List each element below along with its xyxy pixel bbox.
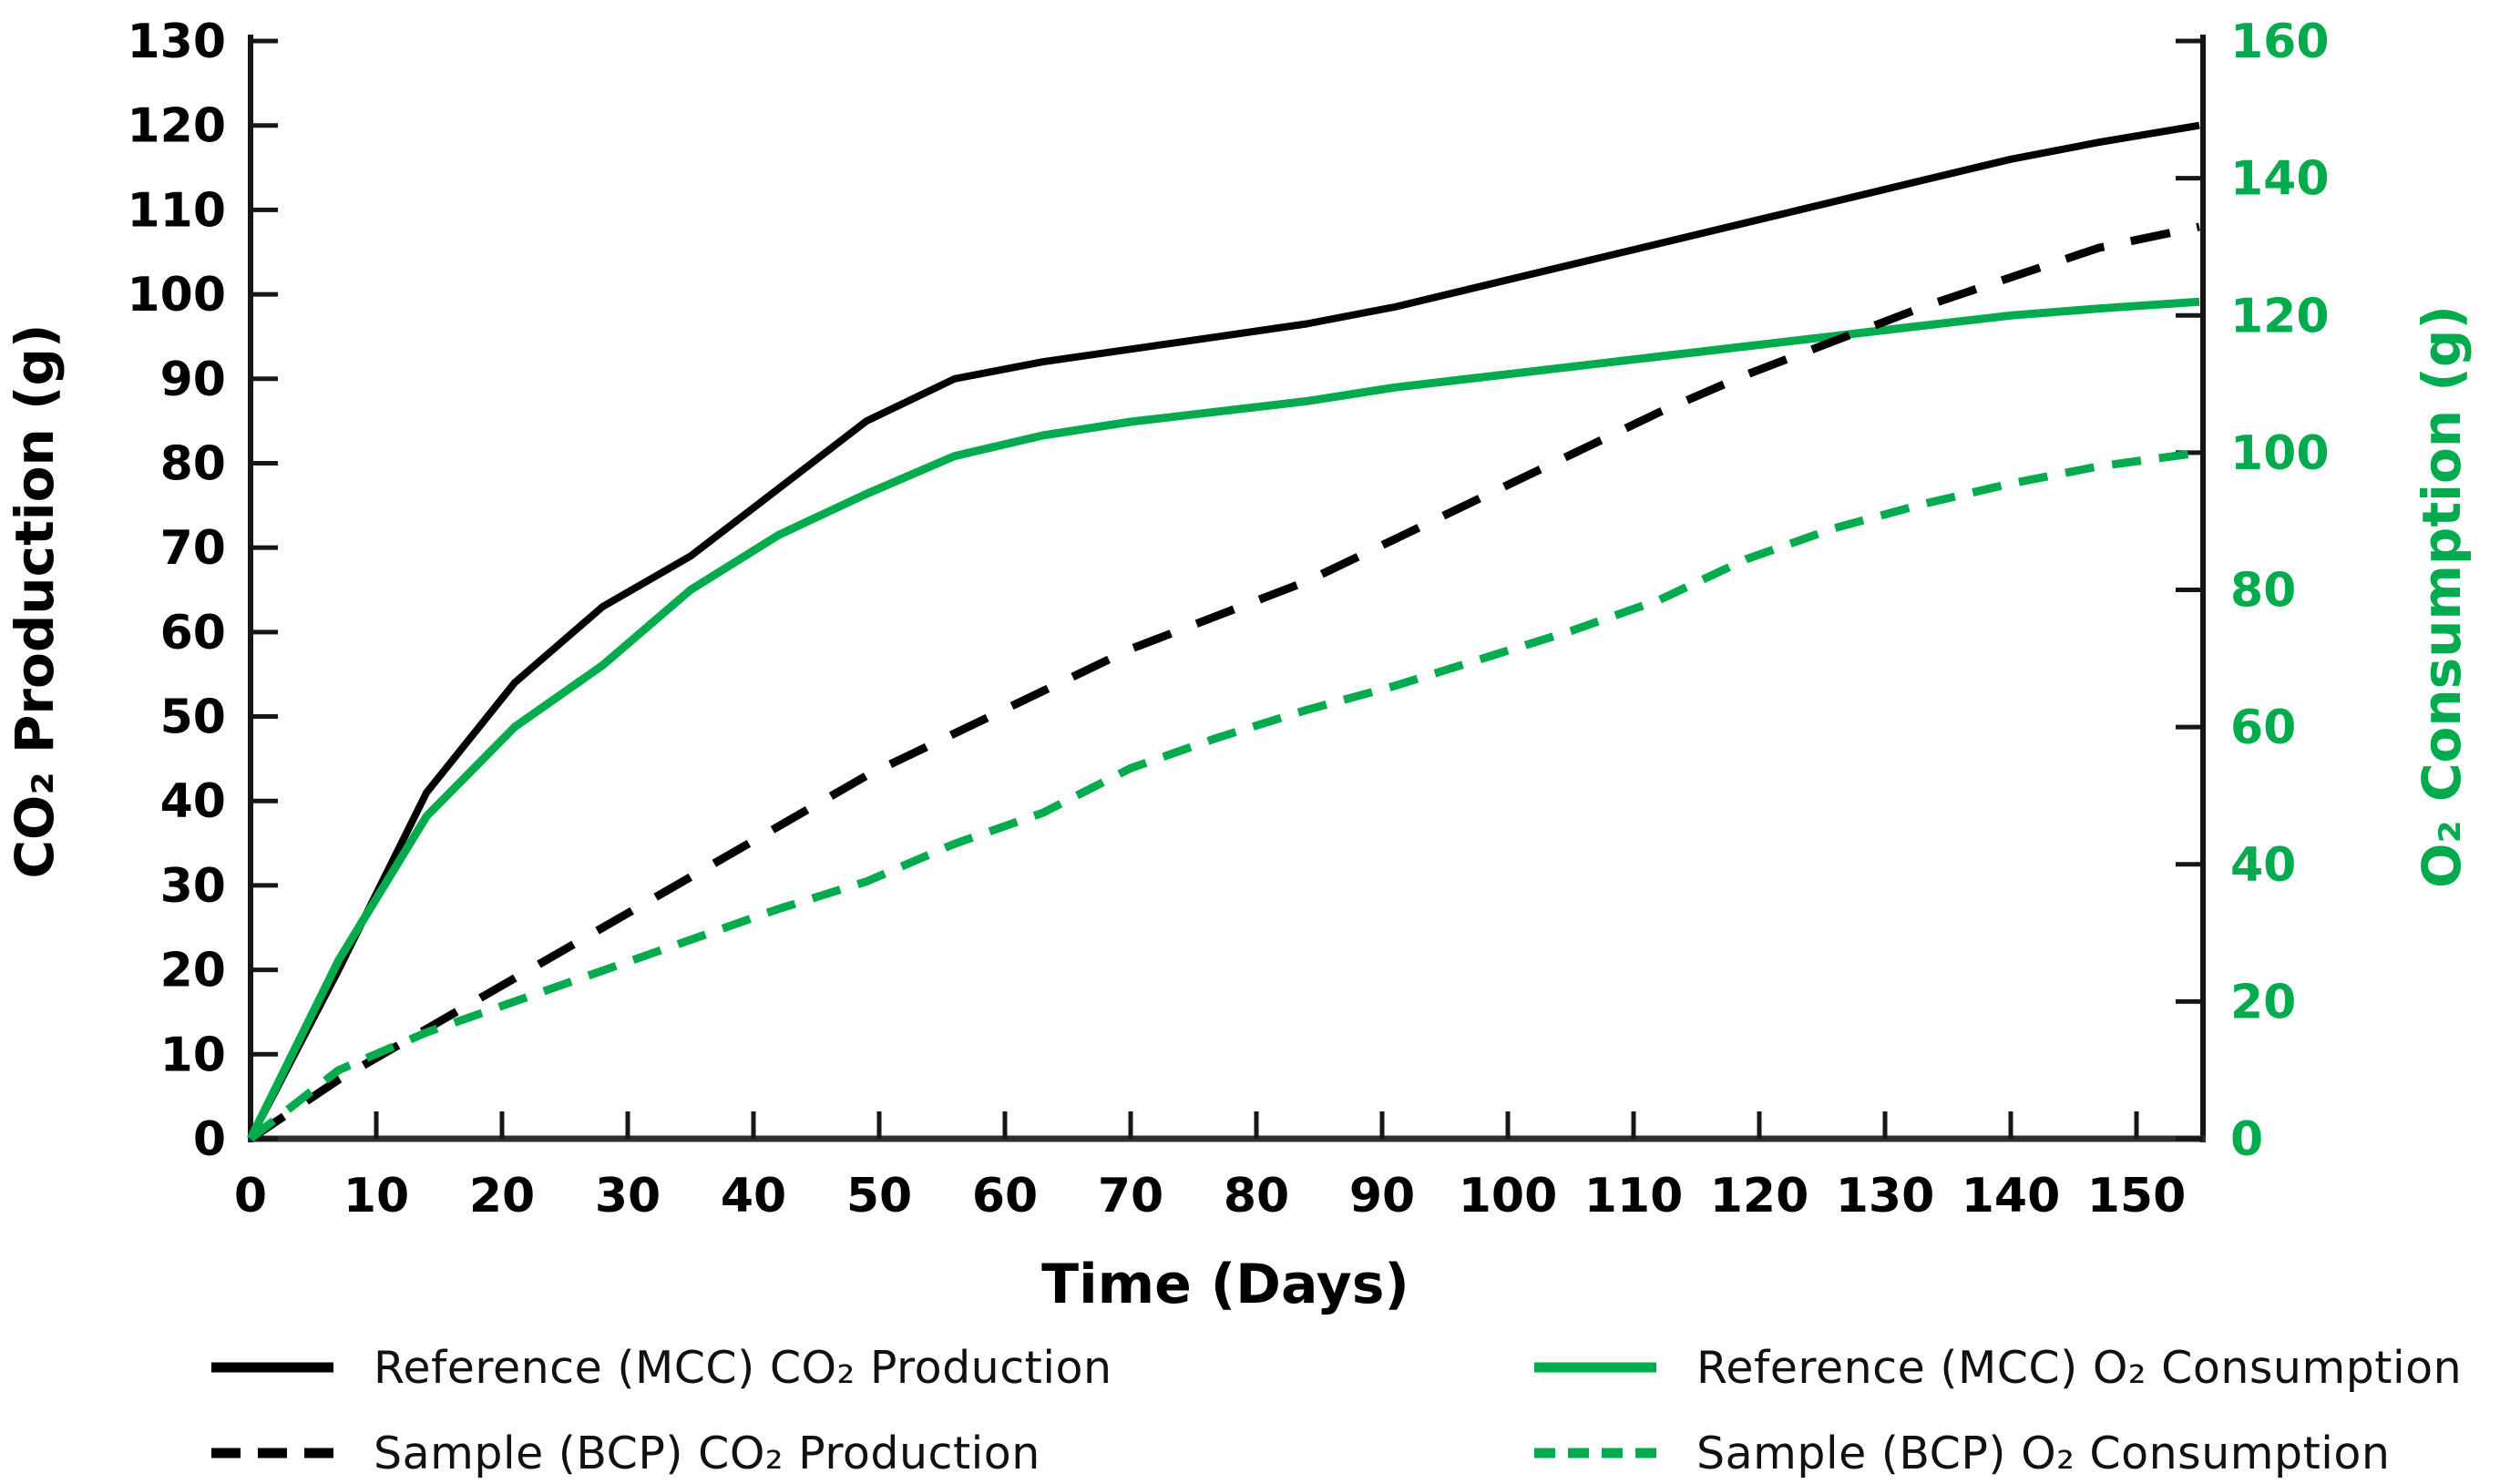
- x-tick-label: 80: [1224, 1169, 1289, 1223]
- y-left-tick-label: 110: [127, 183, 226, 238]
- y-left-tick-label: 80: [160, 436, 226, 491]
- y-right-tick-label: 160: [2230, 15, 2330, 69]
- legend-item: Reference (MCC) CO₂ Production: [211, 1332, 1534, 1403]
- y-right-tick-label: 140: [2230, 152, 2330, 207]
- legend-label: Reference (MCC) O₂ Consumption: [1696, 1341, 2463, 1394]
- x-tick-label: 20: [469, 1169, 535, 1223]
- y-right-tick-label: 80: [2230, 564, 2296, 619]
- y-left-tick-label: 40: [160, 774, 226, 829]
- legend-item: Reference (MCC) O₂ Consumption: [1534, 1332, 2471, 1403]
- y-left-tick-label: 130: [127, 15, 226, 69]
- y-right-tick-label: 100: [2230, 426, 2330, 481]
- x-tick-label: 10: [343, 1169, 409, 1223]
- series-line-0: [247, 121, 2200, 1141]
- y-left-axis-title: CO₂ Production (g): [4, 323, 66, 878]
- x-tick-label: 110: [1584, 1169, 1684, 1223]
- x-tick-label: 0: [234, 1169, 267, 1223]
- x-tick-label: 30: [595, 1169, 661, 1223]
- y-left-tick-label: 90: [160, 353, 226, 407]
- chart-legend: Reference (MCC) CO₂ Production Reference…: [211, 1332, 2471, 1484]
- y-left-tick-label: 10: [160, 1028, 226, 1082]
- co2-o2-line-chart: 0 10 20 30 40 50 60 70 80 90 100 110 120 130 140 150010…: [4, 15, 2473, 1316]
- series-line-3: [248, 448, 2200, 1142]
- x-tick-label: 150: [2087, 1169, 2187, 1223]
- legend-label: Sample (BCP) O₂ Consumption: [1696, 1427, 2391, 1479]
- x-tick-label: 140: [1962, 1169, 2061, 1223]
- legend-label: Reference (MCC) CO₂ Production: [374, 1341, 1112, 1394]
- axis-spines: [248, 35, 2206, 1142]
- legend-swatch-reference-mcc-o2: [1534, 1362, 1656, 1373]
- legend-item: Sample (BCP) O₂ Consumption: [1534, 1417, 2471, 1484]
- y-left-tick-label: 120: [127, 99, 226, 154]
- y-right-tick-label: 60: [2230, 701, 2296, 755]
- y-left-tick-label: 60: [160, 606, 226, 660]
- legend-item: Sample (BCP) CO₂ Production: [211, 1417, 1534, 1484]
- y-left-tick-label: 50: [160, 691, 226, 745]
- y-left-tick-label: 0: [193, 1112, 226, 1167]
- legend-label: Sample (BCP) CO₂ Production: [374, 1427, 1040, 1479]
- y-right-tick-label: 0: [2230, 1112, 2263, 1167]
- x-tick-label: 90: [1349, 1169, 1415, 1223]
- y-left-tick-label: 70: [160, 521, 226, 576]
- x-tick-label: 130: [1836, 1169, 1935, 1223]
- x-tick-label: 60: [972, 1169, 1038, 1223]
- series-line-2: [248, 222, 2200, 1142]
- series-lines: [246, 121, 2200, 1142]
- y-right-tick-label: 120: [2230, 289, 2330, 343]
- series-line-1: [246, 297, 2200, 1141]
- y-right-tick-label: 40: [2230, 838, 2296, 893]
- legend-swatch-sample-bcp-co2: [211, 1448, 333, 1458]
- legend-swatch-reference-mcc-co2: [211, 1362, 333, 1373]
- axis-ticks: [248, 38, 2203, 1141]
- y-left-tick-label: 100: [127, 268, 226, 322]
- x-tick-label: 40: [721, 1169, 786, 1223]
- x-tick-label: 100: [1459, 1169, 1558, 1223]
- x-axis-title: Time (Days): [1041, 1253, 1409, 1316]
- y-left-tick-label: 30: [160, 859, 226, 914]
- y-right-axis-title: O₂ Consumption (g): [2411, 305, 2473, 888]
- x-tick-label: 70: [1098, 1169, 1163, 1223]
- legend-swatch-sample-bcp-o2: [1534, 1448, 1656, 1458]
- axis-tick-labels: 0 10 20 30 40 50 60 70 80 90 100 110 120 130 140 150010…: [127, 15, 2329, 1223]
- x-tick-label: 120: [1710, 1169, 1809, 1223]
- y-left-tick-label: 20: [160, 944, 226, 998]
- x-tick-label: 50: [846, 1169, 912, 1223]
- y-right-tick-label: 20: [2230, 975, 2296, 1029]
